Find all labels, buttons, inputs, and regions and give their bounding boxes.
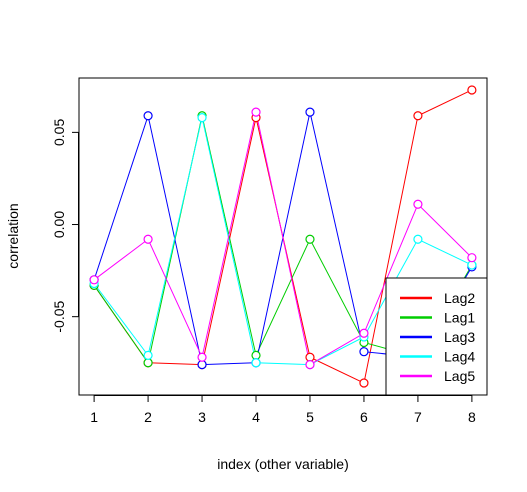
- series-point-lag3-5: [305, 107, 315, 117]
- x-tick-label-3: 3: [198, 409, 206, 425]
- series-point-lag5-5: [305, 359, 315, 370]
- x-tick-label-6: 6: [360, 409, 368, 425]
- x-tick-label-7: 7: [414, 409, 422, 425]
- series-point-lag2-7: [413, 111, 423, 121]
- legend-label-lag4: Lag4: [444, 349, 475, 365]
- series-point-lag5-7: [413, 199, 423, 209]
- series-point-lag5-1: [89, 275, 99, 285]
- series-point-lag3-2: [143, 111, 153, 121]
- y-tick-label-3: -0.05: [51, 301, 67, 333]
- legend: Lag2 Lag1 Lag3 Lag4 Lag5: [385, 277, 488, 396]
- legend-label-lag5: Lag5: [444, 368, 475, 384]
- x-tick-label-8: 8: [468, 409, 476, 425]
- legend-label-lag1: Lag1: [444, 310, 475, 326]
- series-point-lag4-4: [251, 358, 261, 368]
- series-point-lag5-6: [359, 328, 369, 338]
- y-axis-label: correlation: [5, 203, 21, 268]
- x-tick-label-2: 2: [144, 409, 152, 425]
- series-point-lag2-8: [467, 85, 477, 95]
- legend-label-lag3: Lag3: [444, 329, 475, 345]
- series-point-lag4-3: [197, 113, 207, 123]
- series-line-lag5: [93, 111, 473, 366]
- series-point-lag1-5: [305, 234, 315, 244]
- legend-label-lag2: Lag2: [444, 290, 475, 306]
- series-point-lag5-3: [197, 352, 207, 362]
- y-tick-label-2: 0.00: [51, 211, 67, 238]
- series-point-lag5-8: [467, 253, 477, 263]
- x-tick-label-1: 1: [90, 409, 98, 425]
- x-tick-label-4: 4: [252, 409, 260, 425]
- series-point-lag3-6: [359, 347, 369, 357]
- x-tick-label-5: 5: [306, 409, 314, 425]
- series-point-lag5-2: [143, 234, 153, 244]
- y-tick-label-1: 0.05: [51, 119, 67, 146]
- series-point-lag4-2: [143, 350, 153, 360]
- series-line-lag4: [93, 117, 473, 366]
- series-point-lag4-7: [413, 234, 423, 244]
- series-point-lag2-6: [359, 378, 369, 388]
- x-axis-label: index (other variable): [217, 456, 349, 472]
- series-point-lag5-4: [251, 107, 261, 117]
- series-points: [89, 85, 477, 388]
